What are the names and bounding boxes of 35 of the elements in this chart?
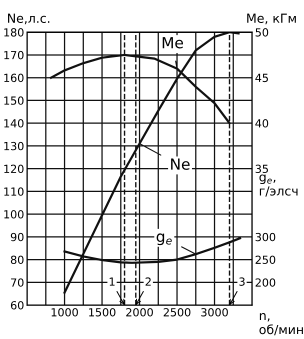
y3-tick-label: 300 [256, 232, 276, 242]
y-tick-label: 100 [4, 210, 24, 219]
x-tick-label: 1000 [52, 308, 78, 316]
y3-tick-label: 250 [256, 256, 276, 264]
y2-axis-title: Me, кГм [247, 14, 296, 24]
y-tick-label: 140 [4, 119, 24, 128]
x-tick-label: 2500 [164, 308, 190, 316]
y-tick-label: 70 [11, 278, 24, 287]
y3-tick-label: 200 [256, 278, 276, 287]
y-tick-label: 80 [10, 256, 24, 264]
series-label: Me [162, 37, 184, 48]
x-tick-label: 1500 [89, 308, 116, 316]
y2-tick-label: 45 [255, 74, 268, 82]
y-tick-label: 90 [10, 232, 24, 242]
annotation: 3 [239, 277, 245, 286]
y2-tick-label: 50 [256, 28, 268, 37]
annotation: 1 [110, 278, 115, 286]
y-tick-label: 180 [4, 28, 24, 37]
y-axis-title: Ne,л.с. [8, 14, 50, 24]
text: Ne [171, 158, 190, 170]
x-tick-label: 3000 [201, 308, 228, 316]
annotation: 2 [146, 277, 151, 286]
x-tick-label: 2000 [126, 308, 153, 316]
x-axis-title: n, об/мин [259, 313, 303, 336]
y-tick-label: 150 [4, 96, 24, 105]
y-tick-label: 110 [4, 187, 24, 196]
y-tick-label: 130 [4, 142, 24, 150]
y3-axis-title: g$_{e}$, г/элсч [259, 174, 298, 197]
y-tick-label: 60 [10, 301, 24, 310]
y-tick-label: 120 [4, 164, 24, 174]
series-label: g$_{e}$ [156, 233, 172, 246]
y2-tick-label: 35 [256, 164, 268, 174]
y2-tick-label: 40 [255, 119, 268, 128]
y-tick-label: 160 [4, 74, 24, 82]
y-tick-label: 170 [4, 50, 24, 60]
